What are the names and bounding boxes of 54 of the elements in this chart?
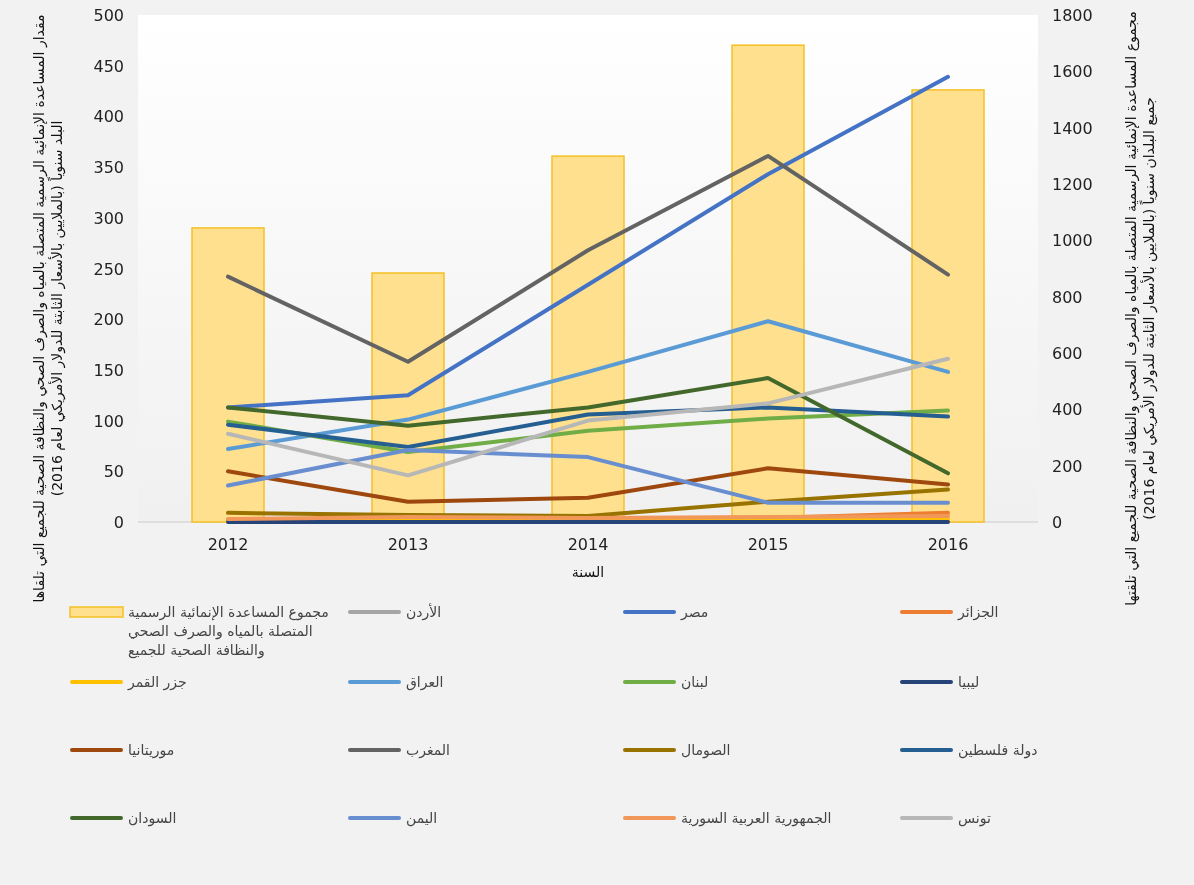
line-series [226,74,950,410]
y2-tick-label: 600 [1052,344,1083,363]
y-tick-label: 150 [93,360,124,380]
y2-tick-label: 1400 [1052,118,1093,138]
legend-label: اليمن [406,810,438,827]
legend-label: الجمهورية العربية السورية [681,810,832,827]
legend-label: السودان [128,810,177,827]
x-tick-label: 2012 [207,535,249,554]
y-tick-label: 450 [93,56,124,76]
y2-tick-label: 1200 [1052,175,1093,194]
legend-label: العراق [406,674,444,691]
y2-axis-title: مجموع المساعدة الإنمائية الرسمية المتصلة بالمياه والصرف الصحي والنظافة الصحية للجميع التي تلقتها جميع البلدان سنوياً (بالملايين بالأسعار الثابتة للدولار الأمريكي لعام 2016) [1123,11,1158,606]
y2-tick-label: 200 [1052,456,1083,476]
legend-label: تونس [958,810,991,827]
legend-label: جزر القمر [127,674,187,691]
y-tick-label: 200 [93,310,124,330]
bar [191,227,265,523]
y-tick-label: 350 [93,158,124,178]
line-series [226,356,950,478]
legend-label: موريتانيا [128,742,175,759]
y2-tick-label: 800 [1052,287,1083,307]
x-tick-label: 2016 [927,535,969,554]
y2-tick-label: 1000 [1052,231,1093,251]
y2-tick-label: 0 [1052,513,1063,532]
y-tick-label: 250 [93,259,124,279]
legend-label: لبنان [681,674,709,690]
line-series [226,376,950,476]
legend-label: الأردن [406,603,442,621]
x-tick-label: 2014 [567,535,609,554]
line-series [226,448,950,505]
legend-label: مصر [680,604,709,621]
x-axis-title: السنة [571,564,605,580]
y-tick-label: 0 [113,513,124,532]
y-tick-label: 100 [93,411,124,431]
legend-label: ليبيا [958,674,980,690]
legend-label: المغرب [406,742,450,759]
y-tick-label: 300 [93,208,124,228]
x-tick-label: 2015 [747,535,789,554]
line-series [226,319,950,451]
y-tick-label: 400 [93,107,124,127]
bar [911,89,985,523]
line-series [226,153,950,364]
line-series [226,466,950,504]
y-tick-label: 500 [93,6,124,25]
x-tick-label: 2013 [387,535,429,554]
y2-tick-label: 400 [1052,400,1083,420]
legend-label: الجزائر [957,604,999,621]
legend-label: مجموع المساعدة الإنمائية الرسمية المتصلة بالمياه والصرف الصحي والنظافة الصحية للجميع [128,604,329,659]
legend-label: الصومال [681,742,731,759]
y-tick-label: 50 [103,462,124,482]
legend-label: دولة فلسطين [958,742,1038,759]
y2-tick-label: 1600 [1052,62,1093,82]
y2-tick-label: 1800 [1052,6,1093,25]
y-axis-title: مقدار المساعدة الإنمائية الرسمية المتصلة بالمياه والصرف الصحي والنظافة الصحية للجميع التي تلقاها البلد سنوياً (بالملايين بالأسعار الثابتة للدولار الأمريكي لعام 2016) [31,14,66,603]
